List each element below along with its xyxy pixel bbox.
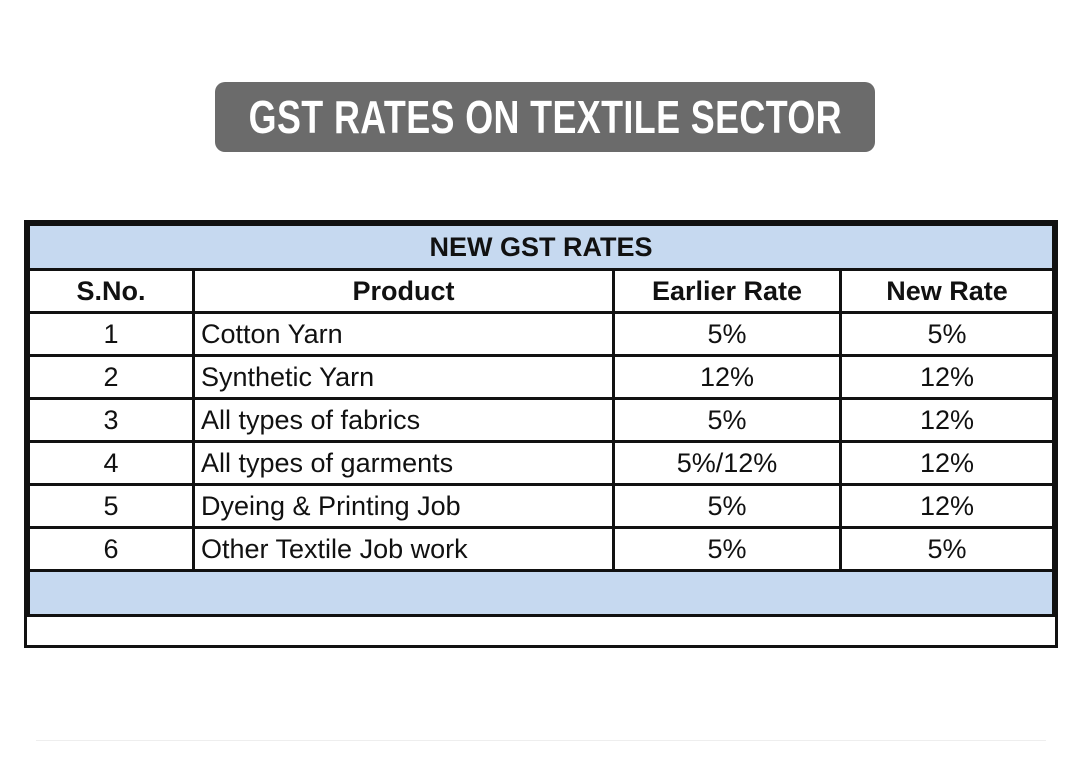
- column-header: S.No.: [27, 268, 195, 314]
- table-cell: 12%: [839, 354, 1055, 400]
- divider: [36, 740, 1046, 741]
- table-cell: 5%: [612, 483, 842, 529]
- table-row: 3 All types of fabrics 5% 12%: [27, 397, 1055, 443]
- table-cell: Synthetic Yarn: [192, 354, 615, 400]
- table-cell: 5: [27, 483, 195, 529]
- table-footer: [27, 569, 1055, 617]
- table-row: 1 Cotton Yarn 5% 5%: [27, 311, 1055, 357]
- table-row: 5 Dyeing & Printing Job 5% 12%: [27, 483, 1055, 529]
- table-cell: 12%: [839, 397, 1055, 443]
- table-cell: 5%/12%: [612, 440, 842, 486]
- column-header: Product: [192, 268, 615, 314]
- table-cell: All types of fabrics: [192, 397, 615, 443]
- table-cell: 5%: [839, 311, 1055, 357]
- table-row: 4 All types of garments 5%/12% 12%: [27, 440, 1055, 486]
- table-caption: NEW GST RATES: [27, 223, 1055, 271]
- column-header: New Rate: [839, 268, 1055, 314]
- table-cell: Other Textile Job work: [192, 526, 615, 572]
- table-cell: 1: [27, 311, 195, 357]
- title: GST RATES ON TEXTILE SECTOR: [248, 91, 842, 143]
- table-cell: 4: [27, 440, 195, 486]
- table-cell: 2: [27, 354, 195, 400]
- column-header: Earlier Rate: [612, 268, 842, 314]
- table-cell: 6: [27, 526, 195, 572]
- header-row: S.No. Product Earlier Rate New Rate: [27, 268, 1055, 314]
- table-cell: 5%: [839, 526, 1055, 572]
- table-row: 6 Other Textile Job work 5% 5%: [27, 526, 1055, 572]
- table-cell: 5%: [612, 397, 842, 443]
- table-cell: 12%: [839, 440, 1055, 486]
- table: NEW GST RATES S.No. Product Earlier Rate Ne…: [27, 223, 1055, 617]
- table-cell: 5%: [612, 526, 842, 572]
- table-cell: Cotton Yarn: [192, 311, 615, 357]
- table-cell: 12%: [612, 354, 842, 400]
- title-box: GST RATES ON TEXTILE SECTOR: [215, 82, 875, 152]
- rates-table: NEW GST RATES S.No. Product Earlier Rate Ne…: [24, 220, 1058, 648]
- table-cell: 3: [27, 397, 195, 443]
- table-cell: 5%: [612, 311, 842, 357]
- table-cell: Dyeing & Printing Job: [192, 483, 615, 529]
- table-cell: All types of garments: [192, 440, 615, 486]
- table-row: 2 Synthetic Yarn 12% 12%: [27, 354, 1055, 400]
- table-cell: 12%: [839, 483, 1055, 529]
